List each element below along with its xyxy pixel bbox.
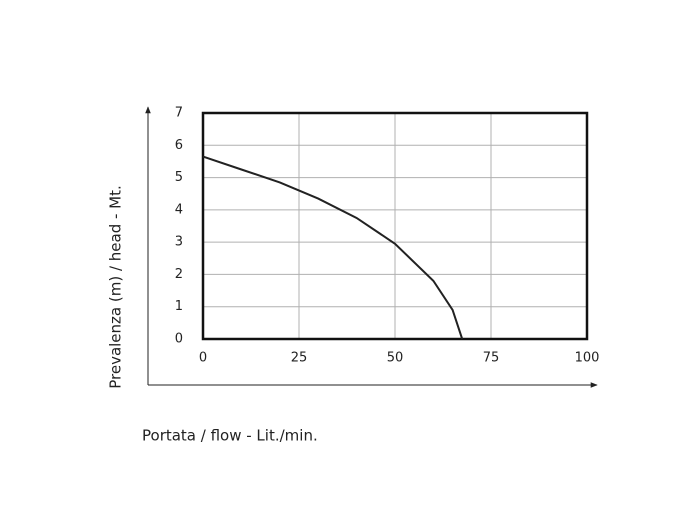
x-tick-label: 75: [483, 351, 500, 366]
y-tick-label: 1: [175, 299, 183, 314]
x-tick-label: 25: [291, 351, 308, 366]
y-tick-label: 3: [175, 235, 183, 250]
x-axis-label: Portata / flow - Lit./min.: [142, 427, 318, 445]
curve: [202, 155, 464, 340]
x-tick-label: 50: [387, 351, 404, 366]
x-tick-label: 100: [575, 351, 600, 366]
y-tick-label: 7: [175, 106, 183, 121]
y-tick-label: 5: [175, 170, 183, 185]
y-tick-label: 0: [175, 332, 183, 347]
y-tick-label: 4: [175, 202, 183, 217]
x-tick-label: 0: [199, 351, 207, 366]
y-tick-label: 6: [175, 138, 183, 153]
plot-frame: [201, 111, 589, 341]
y-tick-label: 2: [175, 267, 183, 282]
y-axis-label: Prevalenza (m) / head - Mt.: [107, 185, 125, 389]
